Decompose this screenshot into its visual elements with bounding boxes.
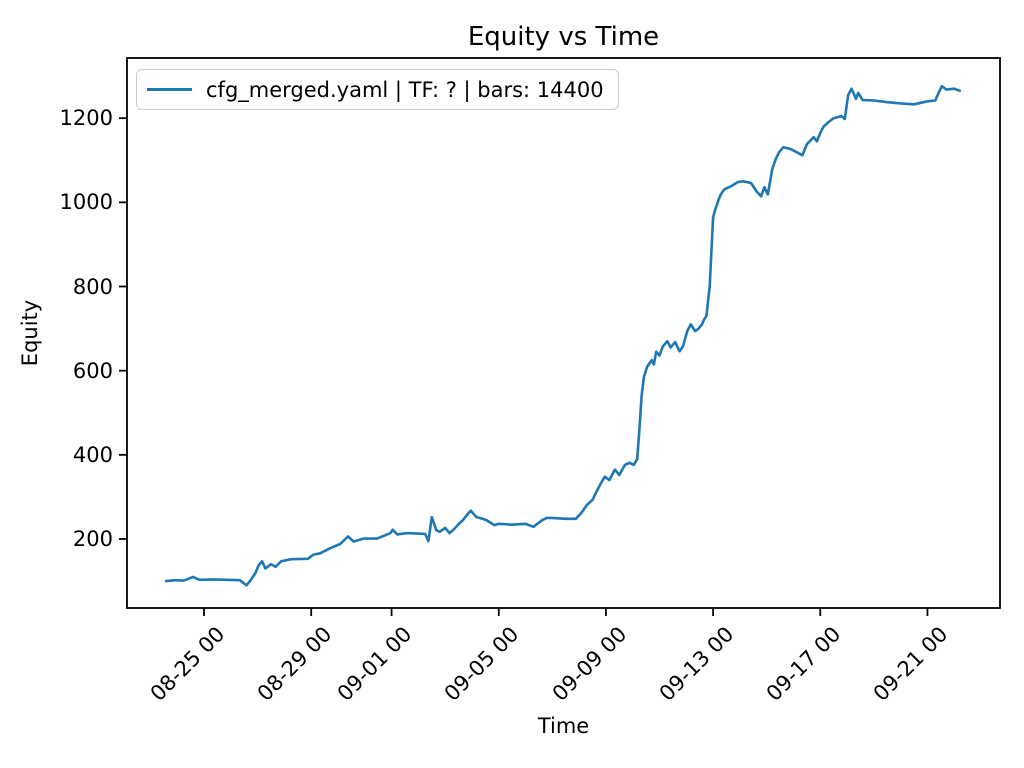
y-tick-label: 1200: [59, 106, 113, 131]
axis-ticks: [119, 117, 929, 616]
legend-label: cfg_merged.yaml | TF: ? | bars: 14400: [206, 77, 604, 102]
y-tick-label: 400: [72, 442, 113, 467]
chart-title: Equity vs Time: [467, 22, 660, 52]
equity-line: [164, 84, 962, 587]
axes-frame: [126, 57, 1001, 609]
y-axis-label: Equity: [18, 299, 42, 367]
y-tick-label: 600: [72, 358, 113, 383]
x-axis-label: Time: [537, 714, 590, 738]
y-tick-label: 1000: [59, 190, 113, 215]
legend: cfg_merged.yaml | TF: ? | bars: 14400: [136, 69, 619, 110]
legend-line-swatch: [147, 88, 192, 91]
y-tick-label: 800: [72, 274, 113, 299]
y-tick-label: 200: [72, 526, 113, 551]
